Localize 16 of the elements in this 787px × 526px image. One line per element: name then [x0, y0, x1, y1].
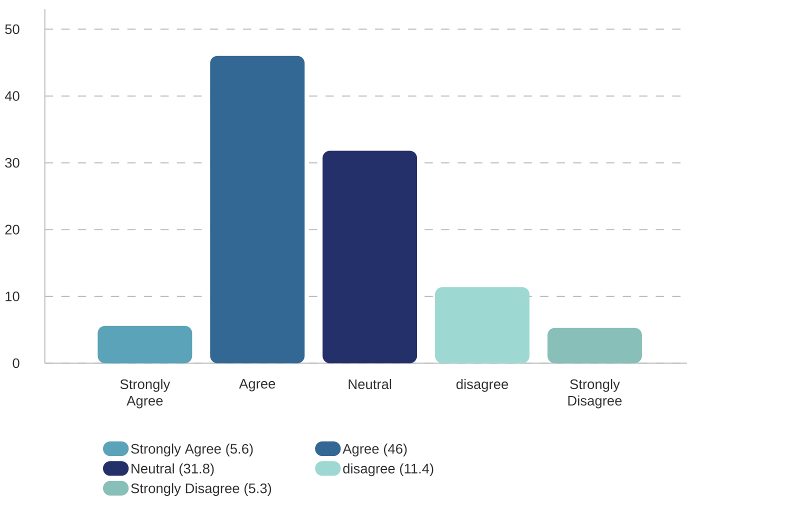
legend-label: Strongly Disagree (5.3) [131, 483, 272, 496]
legend-label: Agree (46) [342, 444, 407, 457]
legend-label: disagree (11.4) [343, 464, 434, 476]
legend-label: Neutral (31.8) [132, 464, 214, 476]
x-tick-label: Agree [239, 379, 276, 392]
x-tick-label: Strongly Agree [120, 379, 170, 409]
x-tick-label: Strongly Disagree [568, 379, 622, 409]
y-tick-label: 20 [5, 224, 20, 235]
y-tick-label: 40 [4, 91, 20, 102]
y-tick-label: 0 [12, 358, 20, 368]
y-tick-label: 10 [6, 292, 20, 302]
legend-label: Strongly Agree (5.6) [131, 444, 253, 457]
x-tick-label: disagree [456, 379, 508, 392]
x-tick-label: Neutral [348, 379, 392, 390]
y-tick-label: 50 [5, 24, 20, 34]
y-tick-label: 30 [5, 158, 20, 168]
